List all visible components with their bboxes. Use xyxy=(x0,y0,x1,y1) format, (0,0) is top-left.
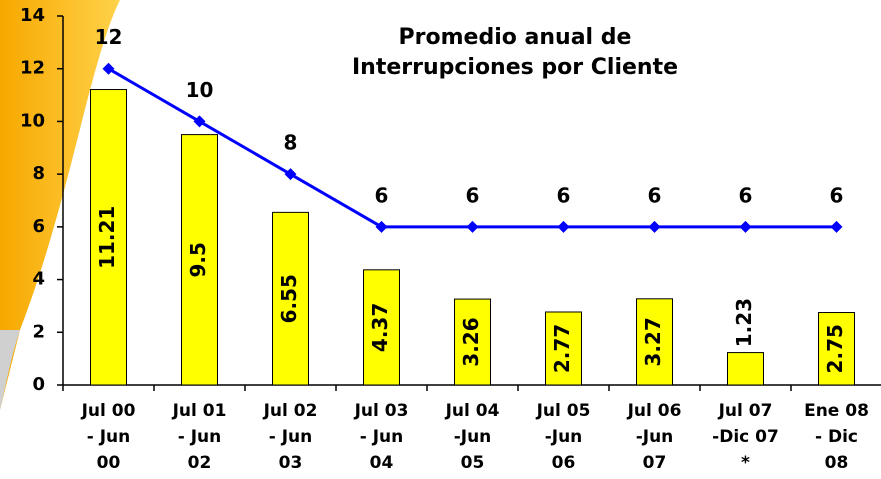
bar-value-label: 3.26 xyxy=(459,317,483,366)
line-value-label: 6 xyxy=(648,183,662,207)
x-tick-label: Jul 06 xyxy=(627,401,682,421)
decoration xyxy=(0,0,120,410)
x-tick-label: Jul 07 xyxy=(718,401,773,421)
x-tick-label: 02 xyxy=(188,453,212,473)
line-marker xyxy=(557,220,570,233)
x-tick-label: Jul 02 xyxy=(263,401,318,421)
line-marker xyxy=(102,62,115,75)
line-value-label: 6 xyxy=(466,183,480,207)
x-tick-label: 06 xyxy=(552,453,576,473)
line-marker xyxy=(648,220,661,233)
x-tick-label: - Dic xyxy=(815,427,858,447)
x-tick-label: -Jun xyxy=(454,427,492,447)
bar xyxy=(181,134,218,386)
x-tick-label: -Dic 07 xyxy=(712,427,779,447)
x-tick-label: Ene 08 xyxy=(804,401,869,421)
line-value-label: 12 xyxy=(95,25,123,49)
x-tick-label: 03 xyxy=(279,453,303,473)
bar-value-label: 6.55 xyxy=(277,274,301,323)
bar-value-label: 1.23 xyxy=(732,298,756,347)
x-tick-label: - Jun xyxy=(269,427,313,447)
x-tick-label: -Jun xyxy=(545,427,583,447)
line-value-label: 10 xyxy=(186,78,214,102)
y-tick-label: 2 xyxy=(32,321,45,342)
bar-value-label: 9.5 xyxy=(186,242,210,277)
y-tick-label: 6 xyxy=(32,216,45,237)
bar xyxy=(363,269,400,386)
line-value-label: 6 xyxy=(739,183,753,207)
y-tick-label: 0 xyxy=(32,374,45,395)
x-tick-label: Jul 03 xyxy=(354,401,409,421)
chart-title: Interrupciones por Cliente xyxy=(352,55,678,80)
x-tick-label: -Jun xyxy=(636,427,674,447)
x-tick-label: Jul 05 xyxy=(536,401,591,421)
x-tick-label: * xyxy=(741,453,750,473)
bar-value-label: 4.37 xyxy=(368,303,392,352)
bar xyxy=(636,298,673,386)
decoration-shadow xyxy=(0,330,20,410)
line-marker xyxy=(739,220,752,233)
y-tick-label: 14 xyxy=(20,5,45,26)
line-marker xyxy=(193,115,206,128)
x-tick-label: Jul 01 xyxy=(172,401,227,421)
bar xyxy=(90,89,127,386)
x-tick-label: 05 xyxy=(461,453,485,473)
y-tick-label: 10 xyxy=(20,110,45,131)
x-tick-label: - Jun xyxy=(360,427,404,447)
y-tick-label: 8 xyxy=(32,163,45,184)
x-tick-label: 04 xyxy=(370,453,394,473)
bar-value-label: 3.27 xyxy=(641,317,665,366)
x-tick-label: - Jun xyxy=(87,427,131,447)
line-marker xyxy=(284,168,297,181)
bar xyxy=(818,312,855,386)
bar xyxy=(727,352,764,386)
x-tick-label: Jul 00 xyxy=(81,401,136,421)
y-tick-label: 4 xyxy=(32,269,45,290)
bar-value-label: 2.75 xyxy=(823,324,847,373)
line-marker xyxy=(830,220,843,233)
y-tick-label: 12 xyxy=(20,58,45,79)
bar-value-label: 11.21 xyxy=(95,206,119,269)
line-marker xyxy=(375,220,388,233)
chart-title: Promedio anual de xyxy=(399,25,632,50)
line-value-label: 8 xyxy=(284,131,298,155)
x-tick-label: 00 xyxy=(97,453,121,473)
bar xyxy=(545,311,582,386)
line-value-label: 6 xyxy=(830,183,844,207)
line-marker xyxy=(466,220,479,233)
bar xyxy=(454,298,491,386)
x-tick-label: - Jun xyxy=(178,427,222,447)
x-tick-label: 07 xyxy=(643,453,667,473)
x-tick-label: Jul 04 xyxy=(445,401,500,421)
bar xyxy=(272,211,309,386)
line-value-label: 6 xyxy=(375,183,389,207)
line-value-label: 6 xyxy=(557,183,571,207)
x-tick-label: 08 xyxy=(825,453,849,473)
bar-value-label: 2.77 xyxy=(550,324,574,373)
